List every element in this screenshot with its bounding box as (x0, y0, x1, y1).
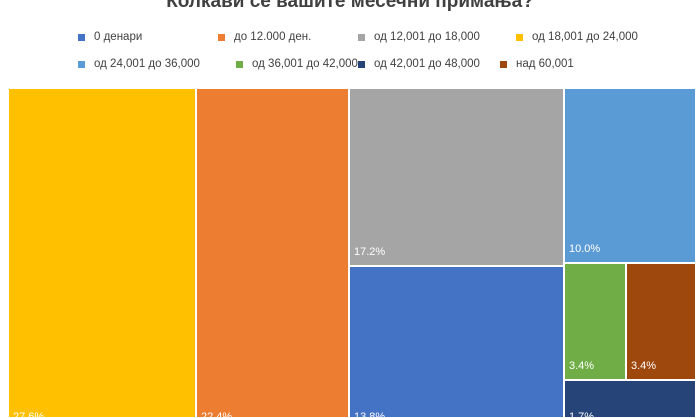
legend-swatch (500, 60, 507, 68)
tile-data-label: 1.7% (569, 411, 595, 418)
legend-swatch (78, 60, 85, 68)
legend-swatch (516, 33, 523, 41)
treemap-tile: 17.2% (349, 88, 564, 266)
tile-data-label: 3.4% (569, 360, 595, 372)
legend-item: над 60,001 (500, 58, 574, 70)
chart-title: Колкави се вашите месечни примања? (166, 0, 534, 12)
treemap-tile: 27.6% (8, 88, 196, 418)
legend-label: од 36,001 до 42,000 (252, 58, 358, 70)
legend-item: од 36,001 до 42,000 (236, 58, 358, 70)
legend-item: до 12.000 ден. (218, 31, 311, 43)
treemap-tile: 3.4% (626, 263, 696, 380)
legend-swatch (358, 33, 365, 41)
legend-label: од 12,001 до 18,000 (374, 31, 480, 43)
legend-swatch (78, 33, 85, 41)
legend-swatch (236, 60, 243, 68)
legend-item: 0 денари (78, 31, 142, 43)
legend-label: од 18,001 до 24,000 (532, 31, 638, 43)
tile-data-label: 3.4% (631, 360, 657, 372)
tile-data-label: 13.8% (354, 411, 386, 418)
treemap-tile: 13.8% (349, 266, 564, 418)
legend-label: над 60,001 (516, 58, 574, 70)
tile-data-label: 10.0% (569, 243, 601, 255)
tile-data-label: 27.6% (13, 411, 45, 418)
legend-item: од 18,001 до 24,000 (516, 31, 638, 43)
treemap-tile: 10.0% (564, 88, 696, 263)
treemap-tile: 22.4% (196, 88, 349, 418)
treemap-tile: 1.7% (564, 380, 696, 418)
legend-label: 0 денари (94, 31, 143, 43)
legend-swatch (358, 60, 365, 68)
legend-item: од 24,001 до 36,000 (78, 58, 200, 70)
tile-data-label: 17.2% (354, 246, 386, 258)
treemap-tile: 3.4% (564, 263, 626, 380)
tile-data-label: 22.4% (201, 411, 233, 418)
legend-item: од 12,001 до 18,000 (358, 31, 480, 43)
legend-label: од 24,001 до 36,000 (94, 58, 200, 70)
legend-item: од 42,001 до 48,000 (358, 58, 480, 70)
legend-label: од 42,001 до 48,000 (374, 58, 480, 70)
legend-label: до 12.000 ден. (234, 31, 312, 43)
legend-swatch (218, 33, 225, 41)
treemap-plot: 27.6% 22.4% 17.2% 13.8% 10.0% 3.4% 3.4% 1.7% (8, 88, 696, 418)
